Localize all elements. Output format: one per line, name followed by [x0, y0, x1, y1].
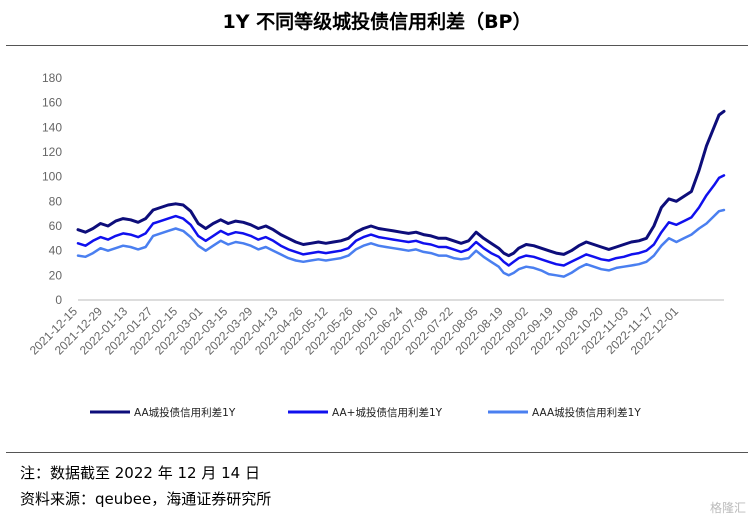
y-tick-label: 100	[42, 170, 62, 184]
y-tick-label: 120	[42, 145, 62, 159]
y-tick-label: 140	[42, 120, 62, 134]
title-divider	[6, 45, 748, 46]
series-lines	[76, 109, 726, 278]
legend-label: AAA城投债信用利差1Y	[532, 406, 641, 419]
series-line	[76, 174, 726, 267]
chart-title: 1Y 不同等级城投债信用利差（BP）	[222, 11, 532, 33]
y-tick-label: 0	[55, 293, 62, 307]
y-tick-label: 180	[42, 71, 62, 85]
legend: AA城投债信用利差1Y AA+城投债信用利差1Y AAA城投债信用利差1Y	[90, 406, 641, 419]
y-tick-label: 60	[49, 219, 63, 233]
series-line	[76, 208, 726, 278]
x-axis: 2021-12-152021-12-292022-01-132022-01-27…	[27, 299, 724, 358]
y-tick-label: 20	[49, 268, 63, 282]
watermark-logo: 格隆汇	[709, 501, 746, 515]
y-tick-label: 80	[49, 194, 63, 208]
y-axis: 0 20 40 60 80 100 120 140 160 180	[42, 71, 62, 307]
series-line	[76, 109, 726, 258]
y-tick-label: 40	[49, 244, 63, 258]
legend-label: AA+城投债信用利差1Y	[332, 406, 443, 419]
notes-divider	[6, 452, 748, 453]
date-note: 注：数据截至 2022 年 12 月 14 日	[20, 464, 260, 482]
line-chart: 0 20 40 60 80 100 120 140 160 180 2021-12-152021-…	[27, 71, 726, 419]
source-note: 资料来源：qeubee，海通证券研究所	[20, 490, 272, 508]
y-tick-label: 160	[42, 96, 62, 110]
legend-label: AA城投债信用利差1Y	[134, 406, 236, 419]
